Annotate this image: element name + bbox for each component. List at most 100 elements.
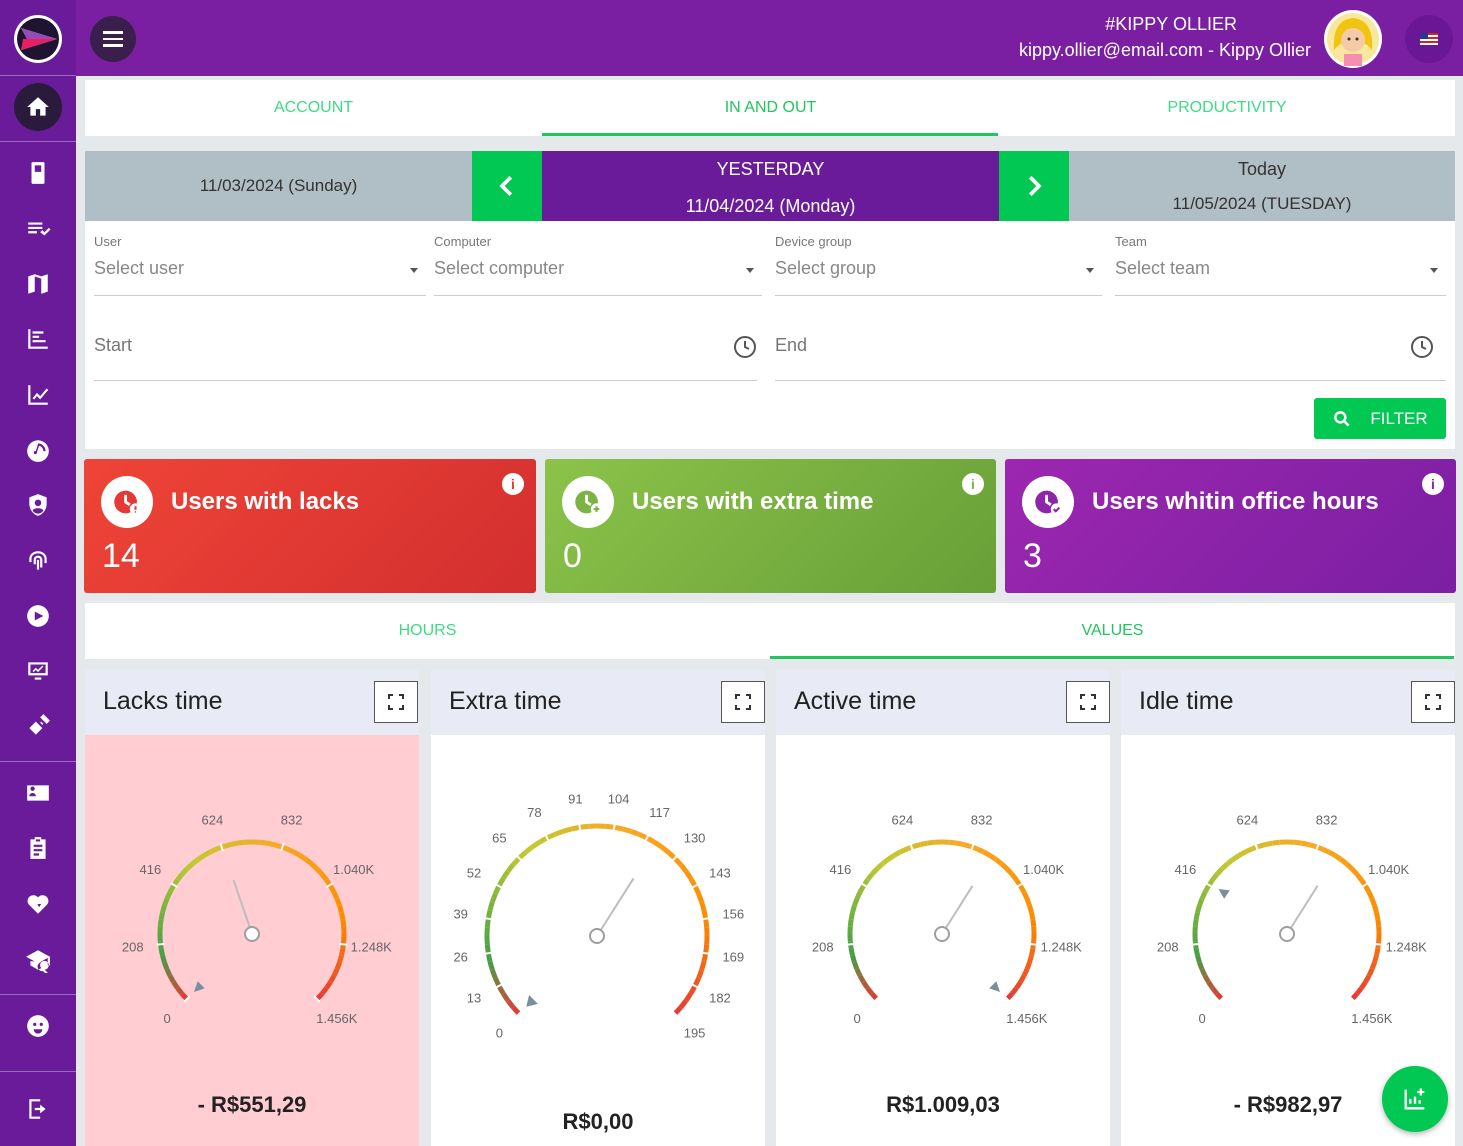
gauge-arc-segment [653, 840, 664, 850]
gauge-arc-segment [324, 980, 333, 990]
gauge-arc-segment [1333, 853, 1343, 862]
clipboard-icon[interactable] [14, 824, 62, 872]
expand-button[interactable] [1066, 681, 1110, 723]
gauge-arc-segment [678, 862, 689, 873]
next-date[interactable]: Today 11/05/2024 (TUESDAY) [1069, 151, 1455, 221]
gauge-hub [244, 926, 260, 942]
end-time-input[interactable]: End [775, 331, 1446, 381]
team-select[interactable]: Team Select team [1115, 234, 1446, 302]
fullscreen-icon [1080, 694, 1096, 710]
tab-values[interactable]: VALUES [1081, 622, 1144, 639]
map-icon[interactable] [14, 260, 62, 308]
expand-button[interactable] [374, 681, 418, 723]
computer-select[interactable]: Computer Select computer [434, 234, 762, 302]
info-icon[interactable]: i [502, 473, 524, 495]
gauge-arc-segment [1024, 897, 1032, 907]
card-users-with-extra-time[interactable]: Users with extra time 0 i [545, 459, 996, 593]
gauge-tick [612, 823, 616, 832]
next-day-button[interactable] [999, 151, 1069, 221]
menu-button[interactable] [90, 16, 136, 62]
gauge-arc-segment [1027, 954, 1034, 964]
gauge-tick [183, 995, 191, 1003]
gauge-arc-segment [493, 977, 502, 988]
shield-icon[interactable] [14, 481, 62, 529]
play-circle-icon[interactable] [14, 592, 62, 640]
dashboard-icon[interactable] [14, 426, 62, 474]
user-select[interactable]: User Select user [94, 234, 426, 302]
next-date-label: Today [1237, 159, 1287, 179]
gauge-arc-segment [852, 961, 860, 971]
card-title: Users with lacks [171, 488, 360, 515]
gauge-arc-segment [167, 884, 176, 894]
gauge-arc-segment [167, 974, 176, 984]
chart-line-icon[interactable] [14, 371, 62, 419]
gauge-arc-segment [1202, 884, 1211, 894]
school-search-icon[interactable] [14, 936, 62, 984]
gauge-arc-segment [1321, 846, 1330, 855]
heart-pulse-icon[interactable] [14, 880, 62, 928]
gauge-arc-segment [696, 969, 704, 980]
logout-icon[interactable] [14, 1085, 62, 1133]
id-card-icon[interactable] [14, 769, 62, 817]
tab-account[interactable]: ACCOUNT [273, 99, 354, 116]
start-time-placeholder: Start [94, 335, 133, 355]
gauge-arc-segment [490, 969, 498, 980]
clock-icon[interactable] [1410, 335, 1434, 359]
mobile-icon[interactable] [14, 149, 62, 197]
app-logo[interactable] [14, 15, 62, 63]
monitor-icon[interactable] [14, 647, 62, 695]
expand-button[interactable] [721, 681, 765, 723]
clock-icon[interactable] [733, 335, 757, 359]
tab-productivity[interactable]: PRODUCTIVITY [1167, 99, 1287, 116]
start-time-input[interactable]: Start [94, 331, 757, 381]
gauge-arc-segment [310, 862, 319, 871]
gauge-arc-segment [1029, 947, 1036, 957]
gauge-arc-segment [692, 977, 701, 988]
group-select[interactable]: Device group Select group [775, 234, 1102, 302]
gauge-arc-segment [562, 826, 572, 834]
home-icon[interactable] [14, 83, 62, 131]
avatar[interactable] [1324, 10, 1382, 68]
tab-in-and-out[interactable]: IN AND OUT [724, 99, 817, 116]
expand-button[interactable] [1411, 681, 1455, 723]
filter-button[interactable]: FILTER [1314, 398, 1446, 439]
card-users-with-lacks[interactable]: Users with lacks 14 i [84, 459, 536, 593]
gauge-arc-segment [485, 909, 493, 920]
gauge-arc-segment [976, 846, 985, 855]
gauge-arc-segment [865, 986, 874, 996]
gauge-tick-label: 1.040K [1023, 862, 1065, 877]
current-date-value: 11/04/2024 (Monday) [685, 196, 856, 216]
gauge-arc-segment [175, 872, 184, 882]
info-icon[interactable]: i [962, 473, 984, 495]
gauge-arc-segment [1355, 986, 1364, 996]
gauge-body: 0 208 416 624 832 1.040K 1.248K 1.456K - R$982,… [1121, 735, 1455, 1146]
gauge-arc-segment [886, 853, 896, 862]
gauge-arc-segment [304, 857, 314, 866]
gauge-arc-segment [1192, 919, 1199, 927]
previous-date[interactable]: 11/03/2024 (Sunday) [199, 176, 358, 195]
gauge-tick [1191, 942, 1200, 946]
face-icon[interactable] [14, 1002, 62, 1050]
add-chart-button[interactable] [1382, 1066, 1448, 1132]
satellite-icon[interactable] [14, 702, 62, 750]
gauge-tick-label: 130 [684, 830, 706, 845]
fingerprint-icon[interactable] [14, 537, 62, 585]
gauge-arc-segment [1374, 947, 1381, 957]
card-users-within-office-hours[interactable]: Users whitin office hours 3 i [1005, 459, 1456, 593]
user-email: kippy.ollier@email.com - Kippy Ollier [1018, 40, 1311, 60]
gauge-tick [1218, 995, 1226, 1003]
gauge-arc-segment [1339, 857, 1349, 866]
gauge-arc-segment [164, 968, 173, 977]
tab-hours[interactable]: HOURS [398, 622, 457, 639]
gauge-tick-label: 832 [971, 813, 993, 828]
checklist-icon[interactable] [14, 205, 62, 253]
gauge-tick-label: 1.040K [333, 862, 375, 877]
info-icon[interactable]: i [1422, 473, 1444, 495]
report-icon[interactable] [14, 315, 62, 363]
gauge-arc-segment [1000, 862, 1009, 871]
prev-day-button[interactable] [472, 151, 542, 221]
gauge-arc-segment [1199, 891, 1208, 900]
gauge-tick [701, 951, 710, 955]
gauge-arc-segment [880, 857, 890, 866]
language-button[interactable] [1405, 15, 1453, 63]
